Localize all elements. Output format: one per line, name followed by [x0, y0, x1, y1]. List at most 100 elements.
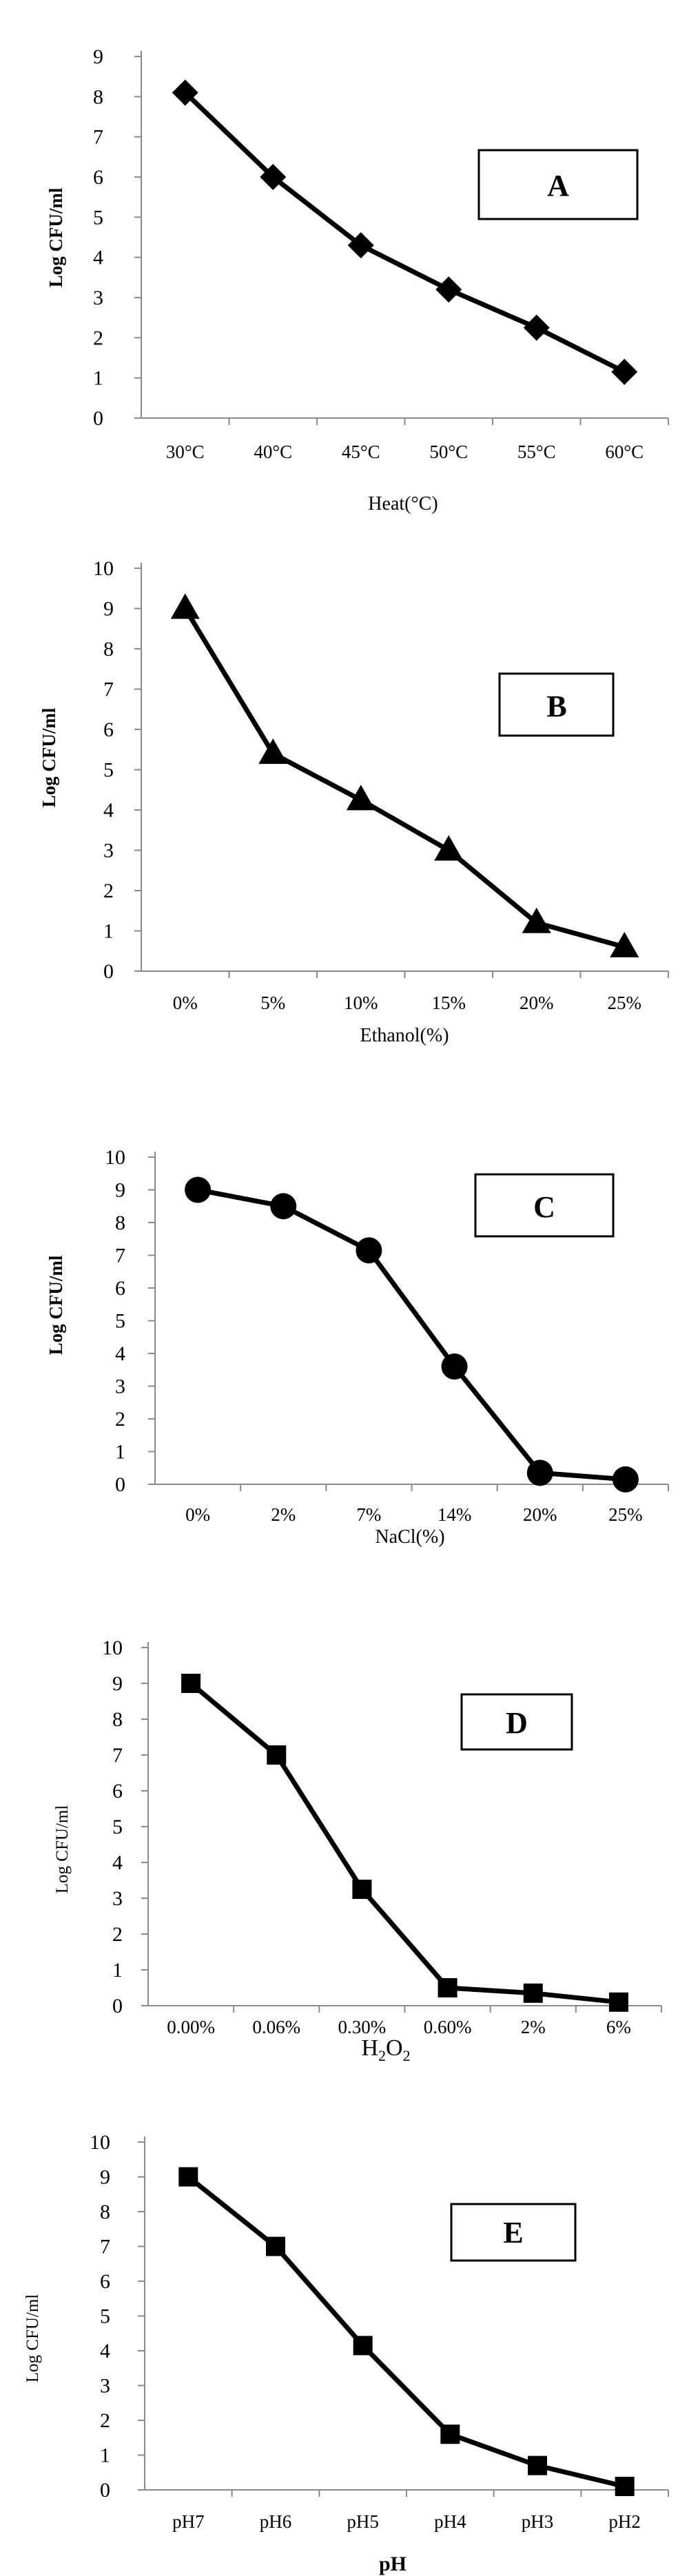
x-axis-title: H2O2: [361, 2035, 410, 2064]
panel-label-box: [477, 149, 639, 220]
x-tick-label: 55°C: [517, 442, 556, 462]
y-axis-title: Log CFU/ml: [53, 1805, 72, 1894]
x-tick-label: 0.00%: [167, 2017, 215, 2037]
chart-a-svg: A Log CFU/ml Heat(°C) 0 1 2 3 4 5 6 7 8 9 30°C 40°C…: [45, 45, 669, 515]
data-point-4: [528, 2455, 547, 2475]
data-point-1: [258, 738, 288, 765]
chart-panel-b: B Log CFU/ml Ethanol(%) 0 1 2 3 4 5 6 7 8 9 10 0% 5%…: [0, 523, 689, 1074]
series-line: [189, 1681, 619, 2005]
y-tick-label: 0: [112, 1995, 123, 2017]
panel-label-box: [474, 1173, 615, 1238]
chart-c-svg: C Log CFU/ml NaCl(%) 0 1 2 3 4 5 6 7 8 9 10 0% 2% 7% 1…: [45, 1146, 669, 1548]
x-tick-label: 45°C: [342, 442, 380, 462]
y-tick-label: 10: [105, 1146, 125, 1169]
y-tick-label: 6: [112, 1780, 123, 1803]
data-point-4: [523, 1983, 543, 2003]
series-line: [183, 607, 626, 950]
y-tick-label: 0: [103, 960, 114, 983]
y-tick-label: 5: [115, 1310, 125, 1333]
y-tick-label: 6: [93, 166, 103, 189]
x-title-sub1: 2: [378, 2047, 386, 2064]
data-point-3: [440, 2424, 460, 2444]
y-tick-label: 7: [93, 126, 103, 149]
y-tick-label: 9: [115, 1179, 125, 1202]
data-point-3: [441, 1353, 468, 1380]
data-point-1: [267, 1745, 287, 1765]
x-tick-label: 25%: [608, 993, 642, 1013]
y-tick-label: 10: [93, 557, 114, 580]
data-point-2: [352, 1880, 372, 1899]
series-line: [197, 1187, 626, 1482]
y-tick-label: 4: [103, 799, 114, 822]
y-tick-label: 1: [103, 920, 114, 943]
y-tick-label: 9: [93, 45, 103, 68]
panel-label-box: [498, 672, 615, 737]
data-point-0: [178, 2167, 198, 2187]
y-tick-label: 4: [112, 1851, 123, 1874]
chart-e-svg: E Log CFU/ml pH 0 1 2 3 4 5 6 7 8 9 10 pH7 pH6 pH5 pH4…: [23, 2131, 669, 2575]
data-point-0: [185, 1176, 212, 1203]
y-tick-label: 5: [112, 1816, 123, 1838]
y-tick-label: 1: [93, 367, 103, 390]
y-axis-title: Log CFU/ml: [45, 187, 66, 287]
panel-label: B: [546, 689, 566, 723]
chart-panel-d: D Log CFU/ml H2O2 0 1 2 3 4 5 6 7 8 9 10 0.00% 0.06%…: [0, 1598, 689, 2094]
x-axis-title: Heat(°C): [368, 493, 438, 515]
x-axis-title: pH: [379, 2553, 407, 2575]
y-axis-title: Log CFU/ml: [45, 1255, 66, 1355]
data-point-1: [270, 1193, 297, 1220]
data-point-1: [260, 164, 287, 190]
x-tick-label: 40°C: [254, 442, 292, 462]
series-line: [183, 90, 626, 375]
x-axis-title: Ethanol(%): [360, 1025, 449, 1046]
y-tick-label: 7: [100, 2236, 110, 2258]
x-tick-label: 20%: [520, 993, 554, 1013]
y-tick-label: 9: [100, 2166, 110, 2189]
x-tick-label: 6%: [606, 2017, 631, 2037]
x-tick-label: 0.30%: [338, 2017, 387, 2037]
y-tick-label: 7: [103, 678, 114, 701]
x-tick-label: pH6: [260, 2511, 292, 2532]
x-tick-label: 50°C: [429, 442, 468, 462]
data-point-4: [523, 314, 550, 341]
y-tick-label: 1: [115, 1441, 125, 1464]
y-tick-label: 4: [93, 247, 103, 269]
y-tick-label: 9: [103, 598, 114, 621]
x-tick-label: 15%: [432, 993, 466, 1013]
y-tick-label: 0: [100, 2479, 110, 2502]
y-tick-label: 7: [112, 1744, 123, 1767]
y-tick-label: 5: [93, 206, 103, 229]
y-tick-label: 9: [112, 1672, 123, 1695]
y-tick-label: 4: [100, 2340, 110, 2362]
data-point-0: [170, 593, 200, 619]
panel-label: C: [533, 1190, 555, 1224]
x-tick-label: pH4: [434, 2511, 466, 2532]
panel-label: D: [506, 1706, 528, 1740]
x-tick-label: pH5: [347, 2511, 379, 2532]
y-axis-title: Log CFU/ml: [23, 2294, 42, 2383]
x-tick-label: 2%: [271, 1504, 296, 1525]
y-tick-label: 1: [112, 1959, 123, 1982]
x-tick-label: pH2: [608, 2511, 641, 2532]
data-point-3: [438, 1978, 457, 1997]
x-title-o: O: [386, 2035, 403, 2061]
x-title-h: H: [361, 2035, 378, 2061]
data-point-5: [608, 1992, 628, 2012]
x-tick-label: 20%: [523, 1504, 557, 1525]
panel-label: E: [503, 2216, 523, 2250]
panel-label: A: [547, 169, 569, 202]
y-tick-label: 6: [115, 1277, 125, 1300]
panel-label-box: [450, 2203, 577, 2262]
data-point-2: [346, 785, 376, 811]
data-point-3: [435, 276, 462, 303]
x-tick-label: pH7: [172, 2511, 205, 2532]
chart-b-svg: B Log CFU/ml Ethanol(%) 0 1 2 3 4 5 6 7 8 9 10 0% 5%…: [39, 557, 669, 1046]
y-tick-label: 4: [115, 1342, 125, 1365]
y-tick-label: 3: [112, 1887, 123, 1910]
x-title-sub2: 2: [403, 2047, 411, 2064]
y-tick-label: 6: [103, 718, 114, 741]
y-tick-label: 6: [100, 2270, 110, 2293]
y-tick-label: 7: [115, 1245, 125, 1267]
x-tick-label: pH3: [522, 2511, 554, 2532]
y-tick-label: 2: [115, 1408, 125, 1431]
